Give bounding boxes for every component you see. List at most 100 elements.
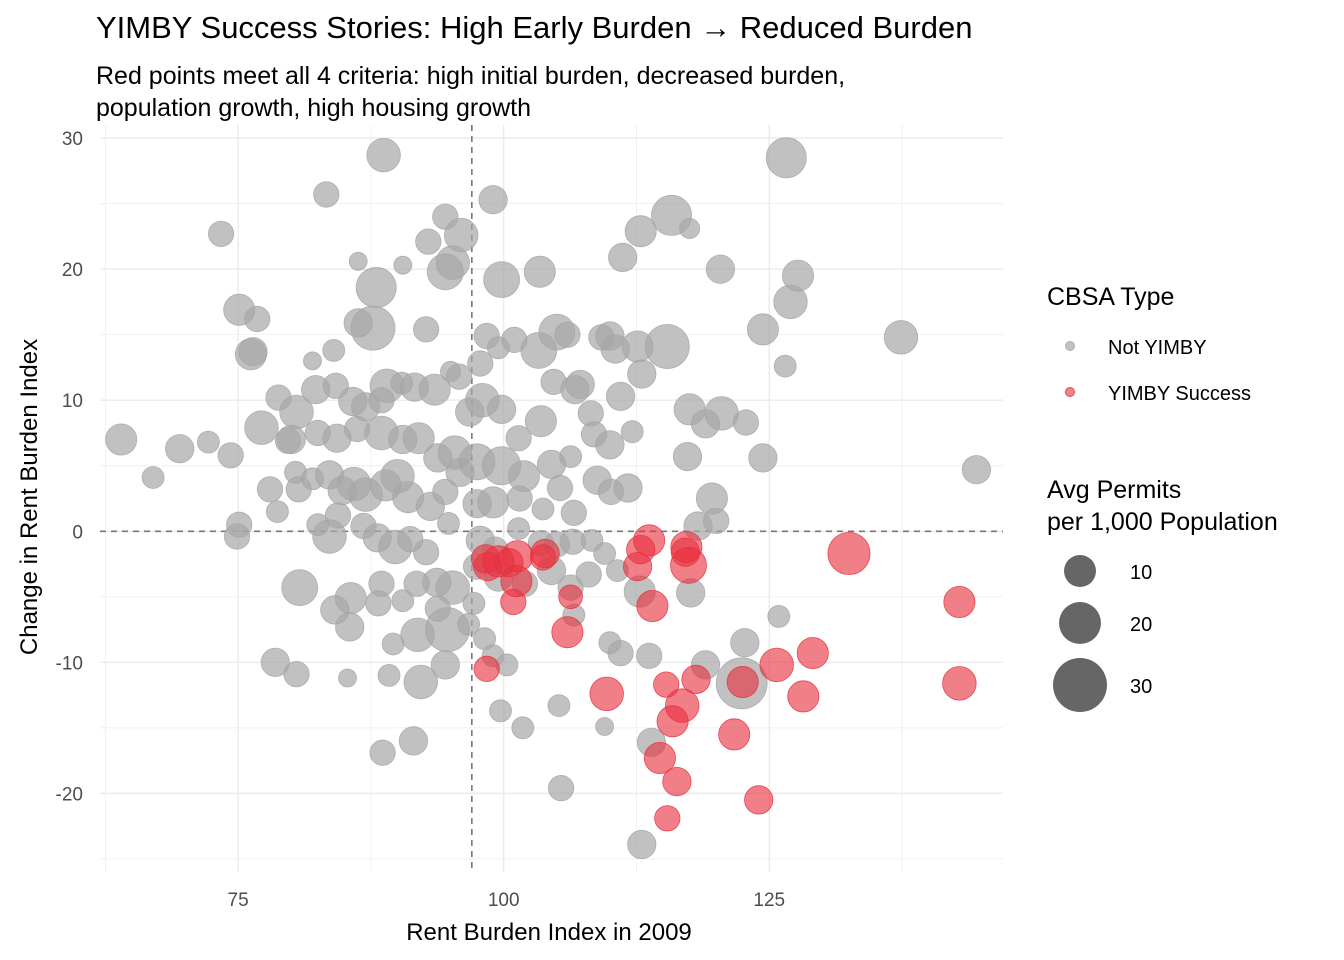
point-not-yimby: [223, 523, 251, 550]
point-not-yimby: [238, 337, 268, 367]
point-not-yimby: [430, 650, 460, 680]
point-not-yimby: [274, 427, 302, 454]
point-yimby-success: [473, 655, 500, 683]
point-not-yimby: [418, 373, 451, 406]
point-not-yimby: [486, 336, 510, 360]
legend-size-title-line-2: per 1,000 Population: [1047, 508, 1278, 536]
point-not-yimby: [506, 485, 533, 512]
point-not-yimby: [208, 220, 235, 247]
point-not-yimby: [595, 430, 625, 460]
point-not-yimby: [435, 570, 470, 605]
point-not-yimby: [281, 569, 319, 606]
point-yimby-success: [942, 666, 977, 701]
point-not-yimby: [767, 605, 791, 628]
point-not-yimby: [523, 255, 556, 288]
point-not-yimby: [636, 642, 663, 669]
point-not-yimby: [489, 699, 512, 723]
point-not-yimby: [560, 499, 587, 527]
point-not-yimby: [883, 320, 919, 355]
point-not-yimby: [608, 242, 638, 272]
point-yimby-success: [529, 544, 557, 571]
legend: CBSA Type Not YIMBY YIMBY Success Avg Pe…: [1047, 283, 1278, 712]
y-axis-title: Change in Rent Burden Index: [16, 339, 43, 655]
y-tick-label: 30: [62, 129, 83, 150]
point-yimby-success: [787, 680, 820, 713]
point-not-yimby: [435, 245, 470, 280]
reference-lines: [100, 125, 1003, 872]
point-not-yimby: [672, 441, 703, 472]
point-not-yimby: [511, 716, 535, 740]
point-yimby-success: [551, 616, 584, 649]
point-not-yimby: [437, 512, 460, 535]
point-not-yimby: [679, 217, 701, 239]
point-not-yimby: [486, 394, 517, 424]
y-axis-ticks: -20 -10 0 10 20 30: [56, 129, 83, 805]
point-not-yimby: [559, 445, 582, 469]
point-not-yimby: [196, 430, 220, 454]
point-not-yimby: [520, 331, 558, 369]
point-yimby-success: [681, 664, 711, 695]
point-not-yimby: [575, 561, 602, 588]
point-yimby-success: [943, 586, 976, 619]
point-not-yimby: [244, 305, 271, 333]
point-not-yimby: [547, 774, 575, 802]
x-axis-title: Rent Burden Index in 2009: [406, 919, 692, 946]
legend-size-circle-20: [1059, 602, 1101, 644]
point-not-yimby: [505, 425, 532, 452]
point-not-yimby: [765, 137, 807, 179]
point-yimby-success: [626, 534, 656, 565]
point-not-yimby: [365, 590, 392, 617]
legend-label-not-yimby: Not YIMBY: [1108, 337, 1207, 359]
chart-subtitle: Red points meet all 4 criteria: high ini…: [96, 60, 1096, 124]
point-yimby-success: [718, 718, 751, 751]
point-not-yimby: [483, 261, 521, 299]
point-not-yimby: [773, 284, 808, 320]
point-yimby-success: [759, 647, 794, 683]
point-not-yimby: [244, 410, 279, 445]
legend-size-label-10: 10: [1130, 562, 1152, 584]
point-not-yimby: [283, 660, 310, 688]
point-not-yimby: [607, 639, 634, 667]
point-not-yimby: [627, 829, 657, 860]
point-not-yimby: [624, 215, 657, 248]
point-not-yimby: [313, 181, 340, 208]
legend-color-title: CBSA Type: [1047, 283, 1174, 311]
y-tick-label: 0: [72, 522, 83, 543]
point-yimby-success: [827, 532, 871, 576]
y-tick-label: -20: [56, 784, 83, 805]
point-not-yimby: [605, 381, 636, 411]
x-tick-label: 125: [753, 890, 785, 911]
legend-label-yimby-success: YIMBY Success: [1108, 383, 1251, 405]
point-yimby-success: [670, 546, 707, 584]
point-not-yimby: [600, 334, 630, 364]
point-not-yimby: [412, 316, 440, 343]
point-not-yimby: [457, 612, 481, 636]
points-yimby-success: [470, 524, 977, 832]
point-not-yimby: [285, 476, 312, 503]
point-not-yimby: [335, 612, 365, 642]
legend-swatch-not-yimby: [1065, 341, 1075, 351]
point-not-yimby: [961, 455, 992, 485]
point-not-yimby: [644, 324, 690, 369]
grid-minor: [100, 125, 1003, 872]
chart-subtitle-line-1: Red points meet all 4 criteria: high ini…: [96, 62, 846, 90]
point-not-yimby: [773, 354, 797, 378]
point-not-yimby: [348, 251, 368, 271]
point-not-yimby: [377, 664, 401, 687]
point-not-yimby: [462, 591, 486, 615]
point-not-yimby: [560, 375, 590, 405]
point-not-yimby: [350, 305, 396, 351]
point-not-yimby: [748, 443, 778, 473]
legend-size-circle-30: [1053, 658, 1107, 712]
point-yimby-success: [654, 805, 681, 832]
point-yimby-success: [643, 742, 676, 775]
point-not-yimby: [524, 405, 557, 438]
x-tick-label: 100: [488, 890, 520, 911]
point-not-yimby: [620, 420, 644, 444]
legend-size-label-20: 20: [1130, 614, 1152, 636]
point-not-yimby: [355, 266, 397, 308]
legend-swatch-yimby-success: [1065, 387, 1075, 397]
point-not-yimby: [338, 668, 357, 688]
point-not-yimby: [595, 717, 614, 736]
